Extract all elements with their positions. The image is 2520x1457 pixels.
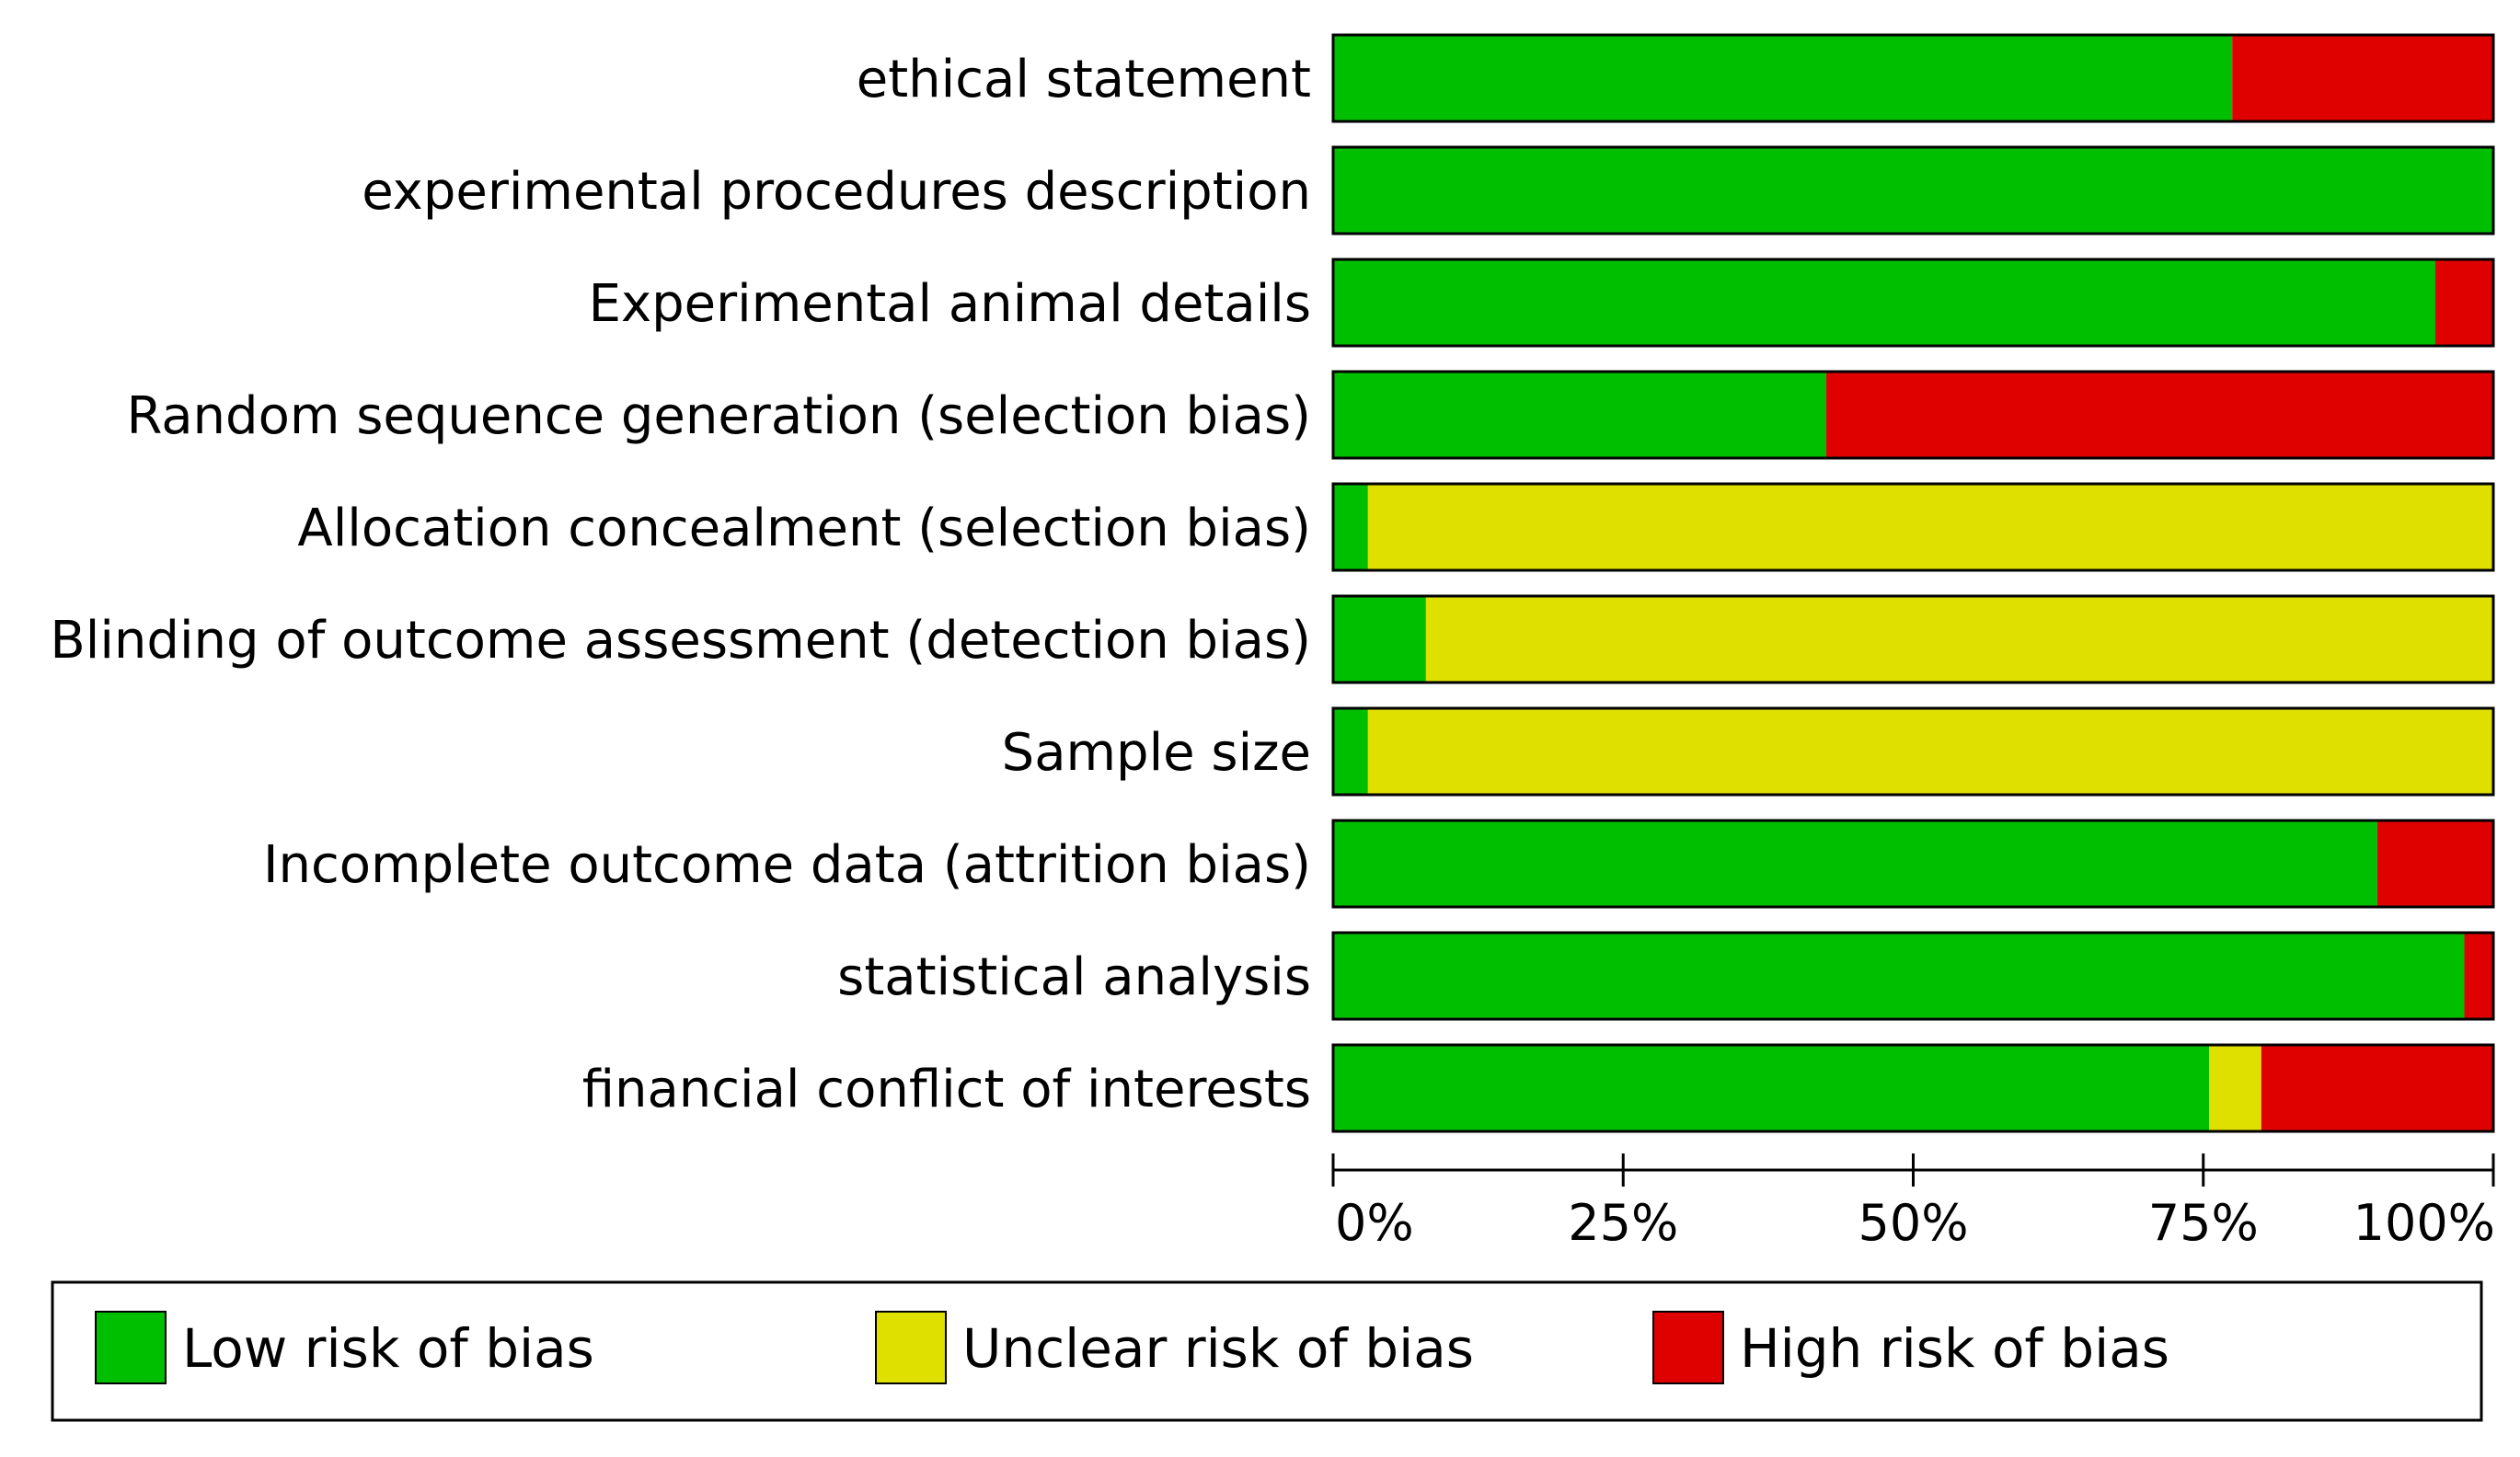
bar-segment-low — [1333, 259, 2435, 346]
bar-segment-unclear — [1425, 596, 2493, 683]
bar-outline — [1331, 819, 2495, 909]
category-label: Blinding of outcome assessment (detectio… — [50, 611, 1311, 671]
bar-segment-high — [2261, 1045, 2493, 1131]
bar-outline — [1331, 931, 2495, 1021]
legend-label: Unclear risk of bias — [962, 1317, 1474, 1380]
bar-segment-unclear — [2209, 1045, 2261, 1131]
bar-segment-unclear — [1367, 708, 2493, 795]
bars-layer — [1331, 33, 2495, 1133]
bar-segment-low — [1333, 933, 2465, 1019]
x-tick-label: 100% — [2353, 1194, 2495, 1252]
category-label: experimental procedures description — [362, 162, 1311, 222]
bar-outline — [1331, 33, 2495, 123]
x-tick-label: 50% — [1858, 1194, 1968, 1252]
bar-segment-high — [2376, 820, 2493, 907]
legend-label: Low risk of bias — [182, 1317, 594, 1380]
category-label: statistical analysis — [837, 947, 1311, 1007]
bar-segment-low — [1333, 35, 2233, 121]
category-labels: ethical statement experimental procedures… — [50, 50, 1311, 1119]
x-axis: 0% 25% 50% 75% 100% — [1331, 1153, 2495, 1252]
bar-segment-low — [1333, 147, 2493, 234]
bar-segment-high — [1825, 372, 2493, 458]
bar-segment-low — [1333, 596, 1426, 683]
x-tick-label: 75% — [2148, 1194, 2259, 1252]
category-label: ethical statement — [857, 50, 1311, 109]
bar-segment-high — [2434, 259, 2493, 346]
bar-segment-low — [1333, 708, 1368, 795]
bar-segment-low — [1333, 1045, 2210, 1131]
legend-label: High risk of bias — [1740, 1317, 2169, 1380]
bar-segment-low — [1333, 372, 1826, 458]
category-label: Incomplete outcome data (attrition bias) — [263, 835, 1311, 895]
bar-segment-unclear — [1367, 484, 2493, 570]
category-label: Allocation concealment (selection bias) — [297, 499, 1311, 558]
legend-swatch-unclear — [875, 1311, 947, 1384]
category-label: Experimental animal details — [589, 274, 1311, 334]
bar-outline — [1331, 258, 2495, 348]
bar-outline — [1331, 706, 2495, 797]
legend: Low risk of bias Unclear risk of bias High… — [51, 1280, 2483, 1422]
legend-swatch-high — [1652, 1311, 1724, 1384]
category-label: Sample size — [1002, 723, 1311, 783]
bar-outline — [1331, 370, 2495, 460]
category-label: Random sequence generation (selection bi… — [127, 386, 1311, 446]
x-tick-label: 0% — [1335, 1194, 1414, 1252]
bar-segment-low — [1333, 820, 2377, 907]
legend-swatch-low — [95, 1311, 167, 1384]
x-tick-label: 25% — [1568, 1194, 1678, 1252]
bar-outline — [1331, 594, 2495, 684]
bar-segment-high — [2232, 35, 2493, 121]
bar-outline — [1331, 482, 2495, 572]
bar-outline — [1331, 1043, 2495, 1133]
category-label: financial conflict of interests — [582, 1060, 1311, 1119]
bar-outline — [1331, 145, 2495, 235]
legend-box — [51, 1280, 2483, 1422]
bar-segment-high — [2464, 933, 2493, 1019]
bar-segment-low — [1333, 484, 1368, 570]
